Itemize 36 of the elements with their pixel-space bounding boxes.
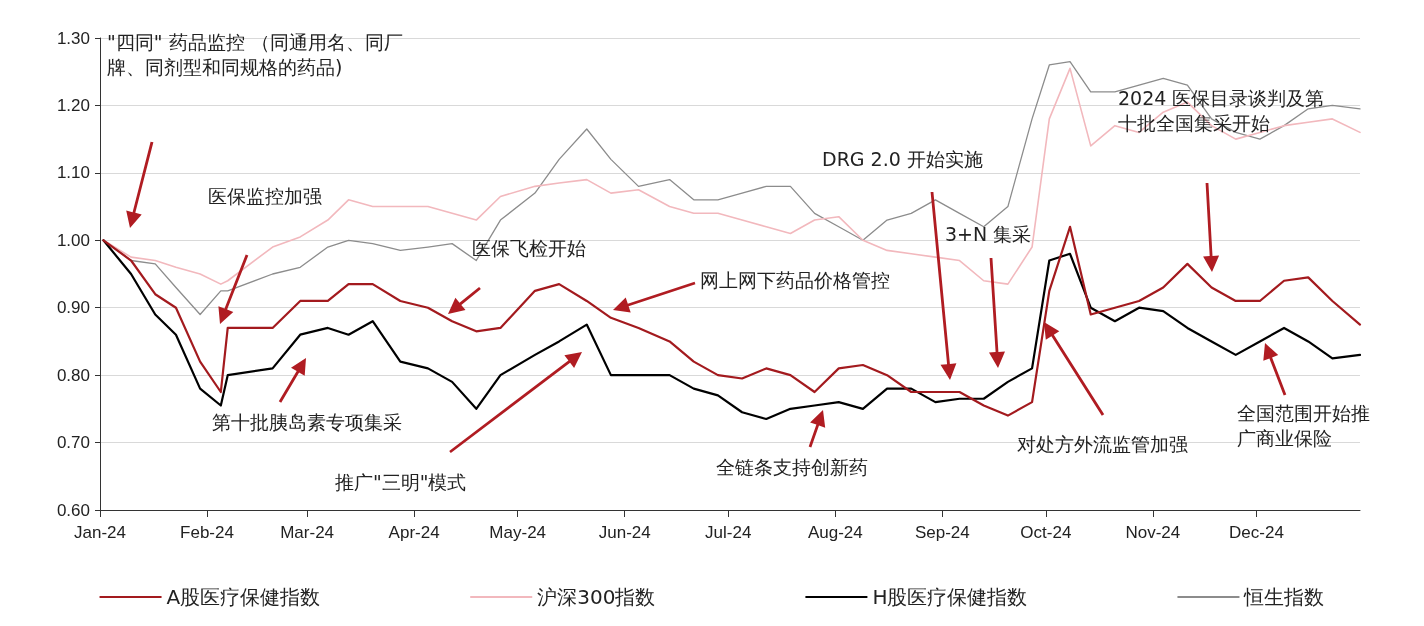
annotation: "四同" 药品监控 （同通用名、同厂牌、同剂型和同规格的药品) bbox=[107, 30, 404, 80]
legend-label: 恒生指数 bbox=[1243, 585, 1325, 609]
x-tick-label: Jan-24 bbox=[74, 523, 126, 542]
y-tick-label: 0.70 bbox=[56, 433, 90, 453]
x-tick-label: Jun-24 bbox=[598, 523, 651, 542]
x-tick-label: Jul-24 bbox=[705, 523, 752, 542]
x-tick-label: Dec-24 bbox=[1229, 523, 1284, 542]
annotation: 第十批胰岛素专项集采 bbox=[212, 410, 403, 435]
y-tick-label: 1.20 bbox=[56, 95, 90, 115]
annotation: 2024 医保目录谈判及第十批全国集采开始 bbox=[1118, 86, 1326, 136]
x-tick-label: Sep-24 bbox=[914, 523, 970, 542]
x-tick-label: Aug-24 bbox=[807, 523, 863, 542]
annotation: 对处方外流监管加强 bbox=[1017, 432, 1189, 457]
x-tick-label: Nov-24 bbox=[1125, 523, 1181, 542]
annotation: 医保监控加强 bbox=[208, 184, 323, 209]
x-tick-label: May-24 bbox=[489, 523, 547, 542]
legend-label: H股医疗保健指数 bbox=[872, 585, 1028, 609]
annotation: 推广"三明"模式 bbox=[335, 470, 468, 495]
annotation: 全国范围开始推广商业保险 bbox=[1237, 401, 1371, 451]
y-tick-label: 0.60 bbox=[56, 500, 90, 520]
annotation: 医保飞检开始 bbox=[472, 236, 587, 261]
x-tick-label: Feb-24 bbox=[180, 523, 234, 542]
annotation: 网上网下药品价格管控 bbox=[700, 268, 891, 293]
annotation: 全链条支持创新药 bbox=[716, 455, 869, 480]
y-tick-label: 1.00 bbox=[56, 230, 90, 250]
y-tick-label: 0.80 bbox=[56, 365, 90, 385]
legend-label: A股医疗保健指数 bbox=[166, 585, 321, 609]
x-tick-label: Mar-24 bbox=[280, 523, 335, 542]
annotation: 3+N 集采 bbox=[945, 222, 1033, 247]
x-tick-label: Apr-24 bbox=[388, 523, 440, 542]
annotation: DRG 2.0 开始实施 bbox=[822, 147, 984, 172]
y-tick-label: 0.90 bbox=[56, 298, 90, 318]
y-tick-label: 1.10 bbox=[56, 163, 90, 183]
x-tick-label: Oct-24 bbox=[1020, 523, 1072, 542]
legend-label: 沪深300指数 bbox=[537, 585, 656, 609]
y-tick-label: 1.30 bbox=[56, 28, 90, 48]
